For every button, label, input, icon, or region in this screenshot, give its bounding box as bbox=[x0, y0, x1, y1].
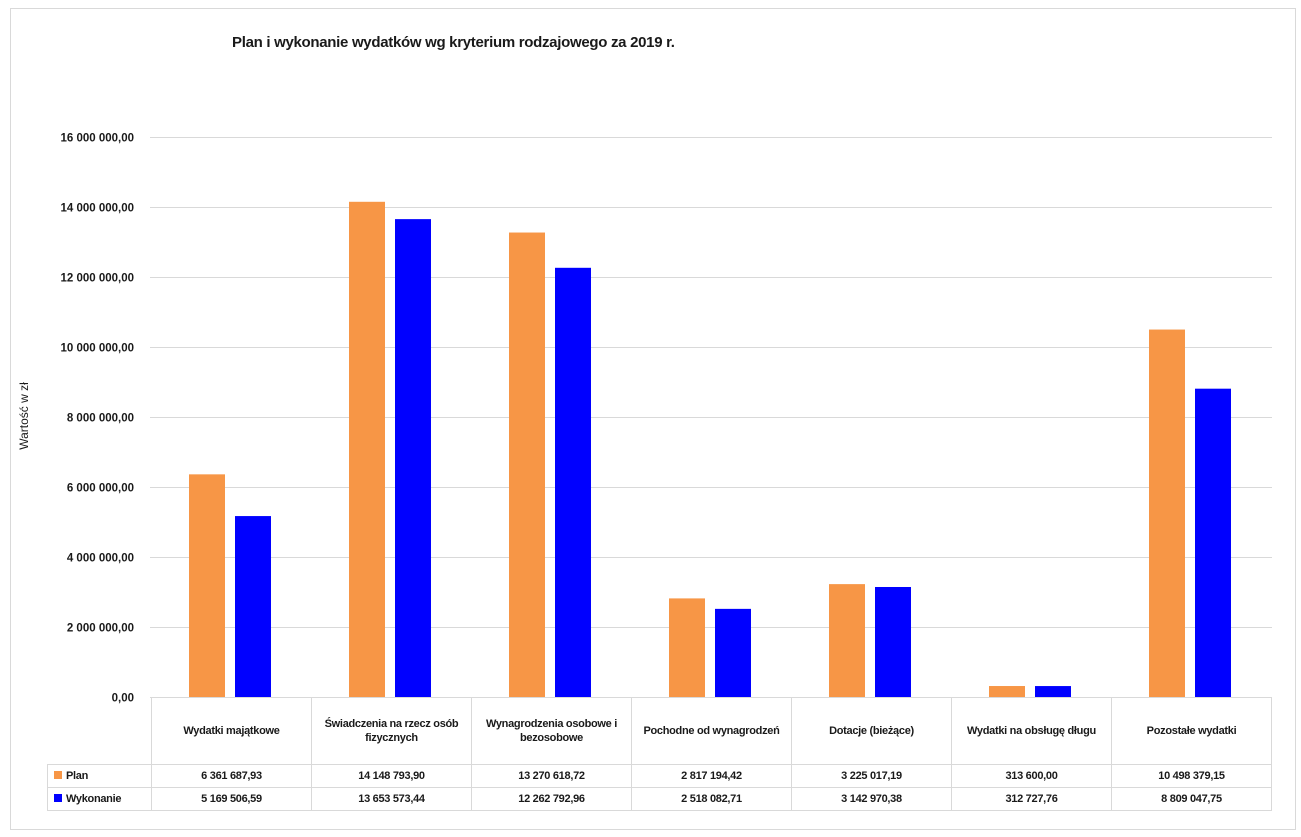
category-row: Wydatki majątkowe Świadczenia na rzecz o… bbox=[47, 697, 1272, 765]
bar-plan bbox=[509, 232, 545, 697]
category-label: Wydatki majątkowe bbox=[151, 697, 312, 765]
table-cell: 2 518 082,71 bbox=[631, 787, 792, 811]
category-label: Pozostałe wydatki bbox=[1111, 697, 1272, 765]
series-row-plan: Plan 6 361 687,93 14 148 793,90 13 270 6… bbox=[47, 764, 1272, 788]
y-tick-label: 12 000 000,00 bbox=[60, 273, 134, 285]
legend-entry-wykonanie: Wykonanie bbox=[47, 787, 152, 811]
legend-label: Wykonanie bbox=[66, 793, 122, 805]
bar-wykonanie bbox=[1035, 686, 1071, 697]
y-tick-label: 14 000 000,00 bbox=[60, 203, 134, 215]
legend-swatch-plan bbox=[54, 771, 62, 779]
table-cell: 313 600,00 bbox=[951, 764, 1112, 788]
table-cell: 312 727,76 bbox=[951, 787, 1112, 811]
table-cell: 6 361 687,93 bbox=[151, 764, 312, 788]
bar-plan bbox=[1149, 329, 1185, 697]
table-corner bbox=[47, 697, 152, 765]
y-tick-label: 10 000 000,00 bbox=[60, 343, 134, 355]
bar-plan bbox=[349, 201, 385, 697]
table-cell: 3 142 970,38 bbox=[791, 787, 952, 811]
series-row-wykonanie: Wykonanie 5 169 506,59 13 653 573,44 12 … bbox=[47, 787, 1272, 811]
data-table: Wydatki majątkowe Świadczenia na rzecz o… bbox=[47, 697, 1272, 811]
y-tick-label: 2 000 000,00 bbox=[67, 623, 134, 635]
legend-entry-plan: Plan bbox=[47, 764, 152, 788]
table-cell: 8 809 047,75 bbox=[1111, 787, 1272, 811]
y-tick-label: 6 000 000,00 bbox=[67, 483, 134, 495]
bar-wykonanie bbox=[715, 608, 751, 697]
gridlines bbox=[150, 137, 1272, 698]
category-label: Pochodne od wynagrodzeń bbox=[631, 697, 792, 765]
legend-swatch-wykonanie bbox=[54, 794, 62, 802]
table-cell: 13 270 618,72 bbox=[471, 764, 632, 788]
y-tick-label: 16 000 000,00 bbox=[60, 133, 134, 145]
category-label: Dotacje (bieżące) bbox=[791, 697, 952, 765]
table-cell: 13 653 573,44 bbox=[311, 787, 472, 811]
table-cell: 12 262 792,96 bbox=[471, 787, 632, 811]
category-label: Wynagrodzenia osobowe i bezosobowe bbox=[471, 697, 632, 765]
bar-plan bbox=[189, 474, 225, 697]
category-label: Świadczenia na rzecz osób fizycznych bbox=[311, 697, 472, 765]
table-cell: 10 498 379,15 bbox=[1111, 764, 1272, 788]
bar-plan bbox=[989, 686, 1025, 697]
category-label: Wydatki na obsługę długu bbox=[951, 697, 1112, 765]
table-cell: 5 169 506,59 bbox=[151, 787, 312, 811]
bars bbox=[189, 201, 1231, 697]
bar-plan bbox=[829, 584, 865, 697]
y-axis-tick-labels: 0,002 000 000,004 000 000,006 000 000,00… bbox=[60, 133, 134, 705]
bar-wykonanie bbox=[235, 516, 271, 697]
bar-wykonanie bbox=[555, 267, 591, 697]
y-tick-label: 4 000 000,00 bbox=[67, 553, 134, 565]
y-axis-label: Wartość w zł bbox=[17, 382, 31, 450]
bar-wykonanie bbox=[875, 586, 911, 697]
bar-wykonanie bbox=[395, 219, 431, 697]
table-cell: 3 225 017,19 bbox=[791, 764, 952, 788]
table-cell: 2 817 194,42 bbox=[631, 764, 792, 788]
y-tick-label: 8 000 000,00 bbox=[67, 413, 134, 425]
chart-title: Plan i wykonanie wydatków wg kryterium r… bbox=[232, 34, 675, 51]
bar-plan bbox=[669, 598, 705, 697]
table-cell: 14 148 793,90 bbox=[311, 764, 472, 788]
legend-label: Plan bbox=[66, 770, 89, 782]
bar-wykonanie bbox=[1195, 388, 1231, 697]
